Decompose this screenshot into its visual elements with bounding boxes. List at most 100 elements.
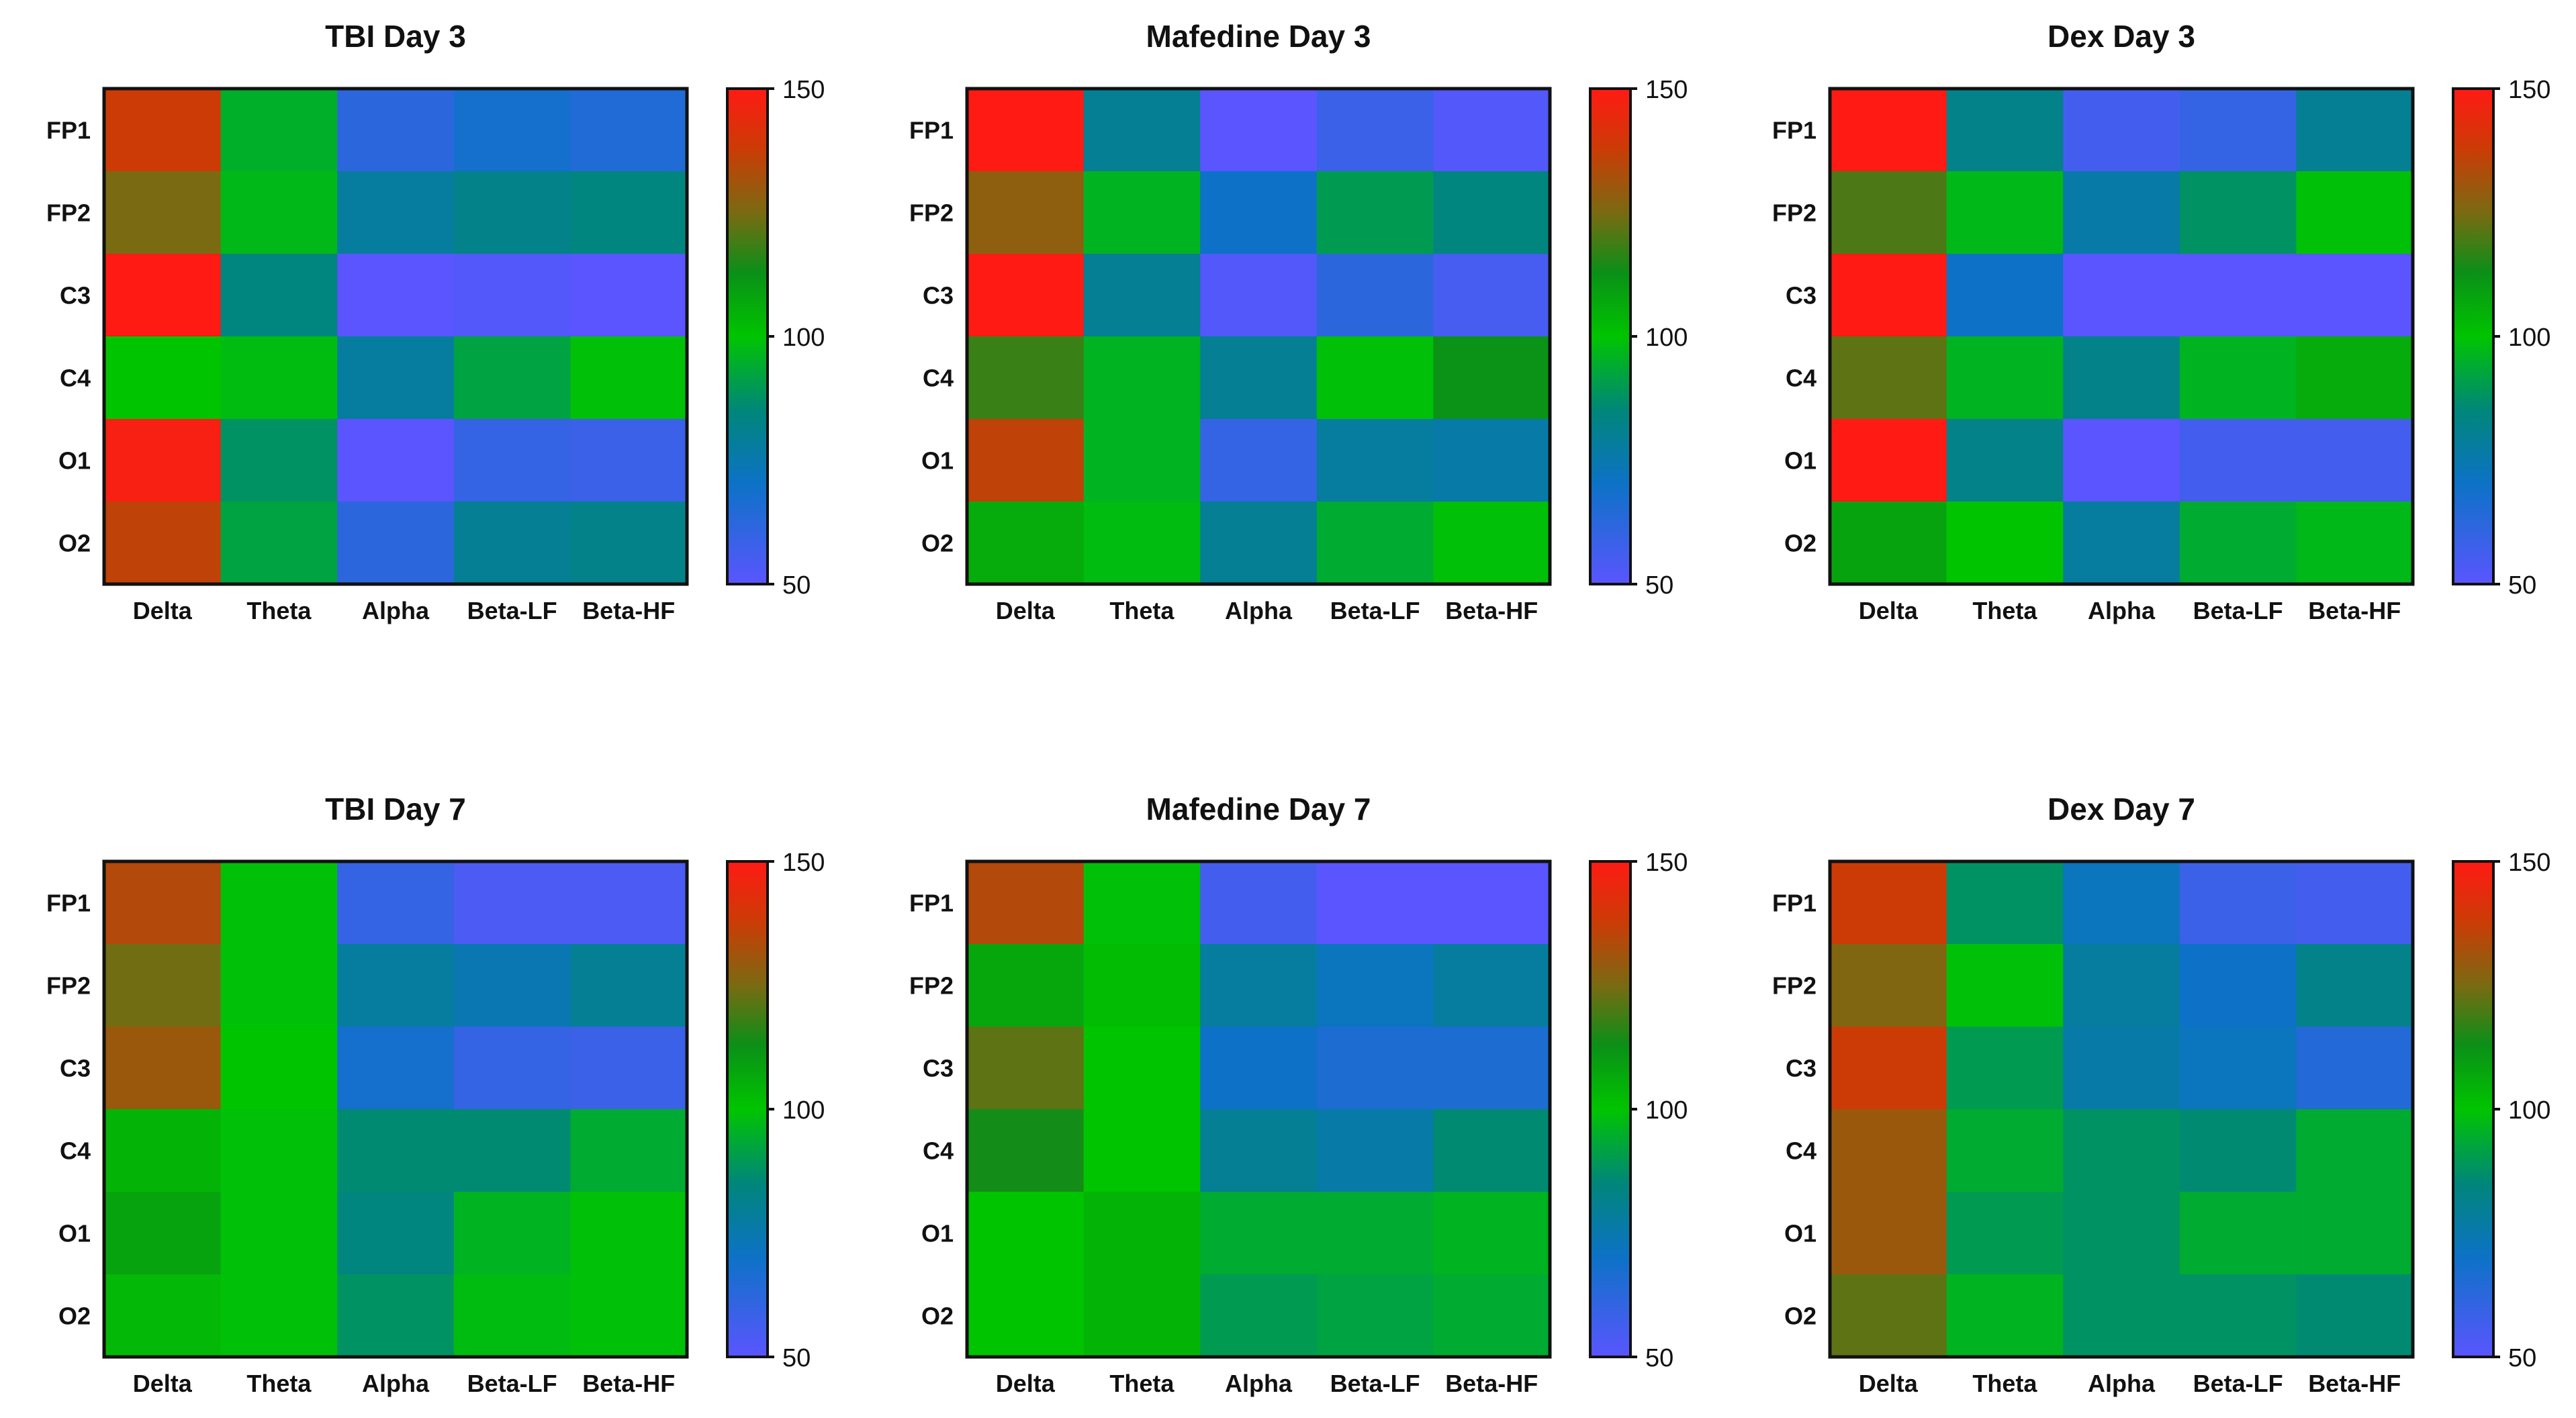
colorbar-gradient bbox=[1589, 860, 1632, 1358]
heatmap-cell bbox=[453, 861, 571, 945]
col-tick-label: Theta bbox=[1109, 1370, 1175, 1397]
colorbar-tick-label: 50 bbox=[2508, 1344, 2536, 1372]
row-tick-label: O2 bbox=[921, 1303, 954, 1330]
heatmap-cell bbox=[1433, 1109, 1551, 1192]
heatmap-cell bbox=[337, 1109, 455, 1192]
chart-title: Dex Day 3 bbox=[2048, 19, 2195, 54]
heatmap-cell bbox=[453, 1274, 571, 1358]
row-tick-label: C4 bbox=[923, 1137, 954, 1165]
row-tick-label: O1 bbox=[58, 1220, 91, 1247]
heatmap-cell bbox=[1200, 419, 1318, 502]
col-tick-label: Delta bbox=[996, 1370, 1056, 1397]
plot-frame bbox=[102, 87, 689, 586]
heatmap-cell bbox=[1433, 1274, 1551, 1358]
heatmap-cell bbox=[2296, 254, 2413, 337]
heatmap-cell bbox=[1830, 419, 1947, 502]
heatmap-cell bbox=[220, 1192, 338, 1275]
heatmap-cell bbox=[1433, 254, 1551, 337]
heatmap-cell bbox=[1316, 1027, 1434, 1110]
colorbar-gradient bbox=[2452, 860, 2495, 1358]
heatmap-cell bbox=[1316, 1109, 1434, 1192]
heatmap-cell bbox=[2296, 419, 2413, 502]
heatmap-cell bbox=[220, 944, 338, 1027]
heatmap-cell bbox=[337, 861, 455, 945]
heatmap-cell bbox=[220, 254, 338, 337]
heatmap-cell bbox=[104, 336, 222, 420]
colorbar-tick-label: 150 bbox=[782, 849, 825, 877]
heatmap-cell bbox=[2296, 336, 2413, 420]
heatmap-cell bbox=[1433, 861, 1551, 945]
plot-frame bbox=[102, 859, 689, 1359]
colorbar-tick-label: 100 bbox=[1645, 1096, 1688, 1125]
chart-title: Mafedine Day 7 bbox=[1146, 792, 1371, 826]
row-tick-label: FP2 bbox=[1772, 972, 1816, 1000]
heatmap-cell bbox=[1083, 171, 1201, 254]
col-tick-label: Beta-HF bbox=[2308, 1370, 2401, 1397]
heatmap-panel: Dex Day 7 FP1 FP2 C3 C4 O1 O2 Delta Theta Alpha Be… bbox=[1772, 792, 2550, 1397]
row-tick-label: O1 bbox=[58, 447, 91, 475]
heatmap-cell bbox=[570, 1274, 688, 1358]
heatmap-cell bbox=[1946, 1109, 2064, 1192]
heatmap-cell bbox=[1830, 336, 1947, 420]
heatmap-cell bbox=[220, 861, 338, 945]
colorbar-tick-label: 50 bbox=[1645, 1344, 1673, 1372]
heatmap-cell bbox=[220, 89, 338, 172]
colorbar-gradient bbox=[2452, 87, 2495, 585]
row-tick-label: C3 bbox=[60, 1055, 91, 1082]
heatmap-cell bbox=[1946, 254, 2064, 337]
heatmap-cell bbox=[2063, 89, 2180, 172]
row-tick-label: C4 bbox=[1786, 365, 1816, 392]
row-tick-label: FP2 bbox=[46, 972, 91, 1000]
col-tick-label: Theta bbox=[1972, 1370, 2037, 1397]
row-tick-label: FP1 bbox=[909, 117, 954, 144]
row-tick-label: C3 bbox=[1786, 1055, 1816, 1082]
row-tick-label: O2 bbox=[921, 530, 954, 557]
heatmap-cell bbox=[1433, 419, 1551, 502]
heatmap-cell bbox=[1200, 254, 1318, 337]
col-tick-label: Delta bbox=[996, 597, 1056, 624]
col-tick-label: Delta bbox=[133, 1370, 193, 1397]
col-tick-label: Beta-HF bbox=[2308, 597, 2401, 624]
col-tick-label: Alpha bbox=[2088, 597, 2156, 624]
col-tick-label: Beta-LF bbox=[2193, 597, 2283, 624]
heatmap-cell bbox=[570, 89, 688, 172]
colorbar-tick-label: 100 bbox=[2508, 1096, 2550, 1125]
heatmap-cell bbox=[1433, 171, 1551, 254]
heatmap-cell bbox=[2179, 419, 2297, 502]
row-tick-label: O2 bbox=[1784, 1303, 1816, 1330]
heatmap-cell bbox=[1083, 336, 1201, 420]
heatmap-cell bbox=[104, 502, 222, 585]
heatmap-panel: TBI Day 7 FP1 FP2 C3 C4 O1 O2 Delta Theta Alpha Be… bbox=[46, 792, 825, 1397]
heatmap-cell bbox=[2179, 1109, 2297, 1192]
row-tick-label: C3 bbox=[923, 282, 954, 310]
colorbar-tick-label: 150 bbox=[2508, 76, 2550, 104]
heatmap-cell bbox=[104, 419, 222, 502]
heatmap-cell bbox=[967, 419, 1085, 502]
row-tick-label: O1 bbox=[1784, 447, 1816, 475]
heatmap-cell bbox=[1083, 1192, 1201, 1275]
heatmap-cell bbox=[337, 336, 455, 420]
chart-title: TBI Day 3 bbox=[325, 19, 466, 54]
heatmap-cell bbox=[2179, 1274, 2297, 1358]
heatmap-cell bbox=[453, 336, 571, 420]
heatmap-cell bbox=[2179, 944, 2297, 1027]
heatmap-cell bbox=[1200, 1274, 1318, 1358]
heatmap-cell bbox=[1946, 1274, 2064, 1358]
col-tick-label: Delta bbox=[1859, 1370, 1919, 1397]
heatmap-cell bbox=[1946, 502, 2064, 585]
row-tick-label: FP2 bbox=[909, 972, 954, 1000]
heatmap-cell bbox=[1830, 1274, 1947, 1358]
heatmap-cell bbox=[220, 1027, 338, 1110]
heatmap-cell bbox=[1316, 861, 1434, 945]
heatmap-cell bbox=[570, 419, 688, 502]
colorbar-gradient bbox=[726, 860, 769, 1358]
plot-frame bbox=[1828, 859, 2415, 1359]
heatmap-cell bbox=[2296, 89, 2413, 172]
heatmap-cell bbox=[1830, 1192, 1947, 1275]
colorbar-tick-label: 50 bbox=[2508, 571, 2536, 600]
heatmap-cell bbox=[220, 171, 338, 254]
colorbar-tick-label: 150 bbox=[782, 76, 825, 104]
heatmap-cell bbox=[1083, 1027, 1201, 1110]
heatmap-cell bbox=[570, 861, 688, 945]
heatmap-cell bbox=[220, 1274, 338, 1358]
